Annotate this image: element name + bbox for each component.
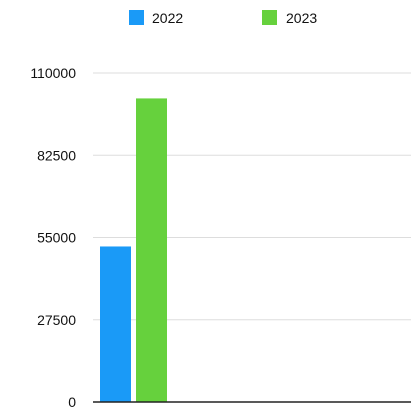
legend-label-2023: 2023 bbox=[286, 10, 317, 26]
legend-swatch-2022 bbox=[129, 10, 144, 25]
y-tick-label: 82500 bbox=[37, 147, 76, 163]
y-axis-ticks: 0 27500 55000 82500 110000 bbox=[30, 65, 76, 407]
y-tick-label: 55000 bbox=[37, 230, 76, 246]
legend: 2022 2023 bbox=[129, 10, 317, 26]
bar-2023 bbox=[136, 98, 167, 402]
y-tick-label: 0 bbox=[68, 394, 76, 407]
bars bbox=[100, 98, 167, 402]
y-tick-label: 27500 bbox=[37, 312, 76, 328]
bar-2022 bbox=[100, 246, 131, 402]
y-tick-label: 110000 bbox=[30, 65, 76, 81]
legend-label-2022: 2022 bbox=[152, 10, 183, 26]
legend-swatch-2023 bbox=[262, 10, 277, 25]
